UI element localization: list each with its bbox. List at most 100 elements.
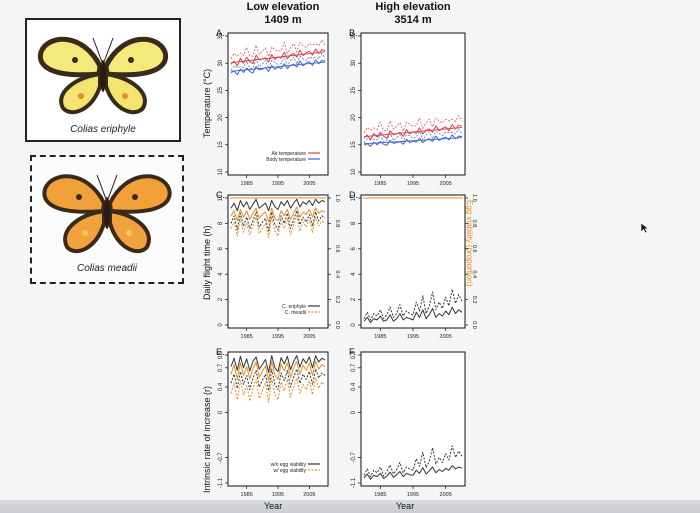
panel-f-ytick-label-4: 0.7: [351, 363, 357, 372]
panel-a-ytick-label-5: 35: [218, 32, 224, 39]
panel-e-series-3: [230, 377, 326, 403]
column-title-high: High elevation: [375, 1, 451, 13]
panel-d-xtick-label-0: 1985: [374, 334, 386, 340]
panel-d-y2tick-label-3: 0.6: [471, 245, 477, 253]
panel-c-ytick-label-3: 6: [218, 246, 224, 250]
panel-d-ytick-label-3: 6: [351, 246, 357, 250]
panel-c-ytick-label-1: 2: [218, 297, 224, 301]
butterfly-box-eriphyle: Colias eriphyle: [25, 18, 181, 142]
xlabel-high: Year: [396, 501, 415, 511]
panel-d-xtick-label-1: 1995: [407, 334, 419, 340]
panel-d-y2tick-label-1: 0.2: [471, 296, 477, 304]
mouse-cursor-icon: [640, 222, 650, 234]
panel-c-legend-label-1: C. meadii: [285, 310, 306, 316]
panel-b-frame: [360, 32, 466, 176]
panel-d-y2tick-label-0: 0.0: [471, 321, 477, 329]
panel-f-frame: [360, 351, 466, 487]
panel-d-series-1: [363, 288, 463, 321]
panel-f-letter: F.: [349, 347, 356, 357]
species-label-eriphyle: Colias eriphyle: [70, 124, 136, 135]
panel-e-legend-label-1: w/ egg viability: [273, 468, 306, 474]
panel-b-ytick-label-4: 30: [351, 59, 357, 66]
panel-c-xtick-label-1: 1995: [272, 334, 284, 340]
panel-a-ytick-label-1: 15: [218, 141, 224, 148]
panel-f-series-0: [363, 465, 463, 480]
panel-b-xtick-label-2: 2005: [440, 181, 452, 187]
species-label-meadii: Colias meadii: [76, 263, 138, 274]
panel-a-xtick-label-1: 1995: [272, 181, 284, 187]
panel-b-xtick-label-0: 1985: [374, 181, 386, 187]
panel-a-legend-label-0: Air temperature: [272, 151, 307, 157]
butterfly-box-meadii: Colias meadii: [30, 155, 184, 284]
panel-c-ytick-label-0: 0: [218, 323, 224, 327]
panel-c-y2tick-label-5: 1.0: [334, 194, 340, 202]
panel-e-series-1: [230, 360, 326, 382]
panel-e-ytick-label-2: 0: [218, 410, 224, 414]
panel-a-xtick-label-0: 1985: [241, 181, 253, 187]
panel-f-xtick-label-2: 2005: [440, 492, 452, 498]
panel-e-ytick-label-1: -0.7: [218, 452, 224, 463]
column-header-low: Low elevation 1409 m: [228, 1, 338, 27]
panel-a-ytick-label-4: 30: [218, 59, 224, 66]
panel-b-xtick-label-1: 1995: [407, 181, 419, 187]
panel-a-trend-1: [230, 61, 326, 72]
panel-d-y2tick-label-5: 1.0: [471, 194, 477, 202]
column-subtitle-low: 1409 m: [264, 14, 302, 26]
panel-e-ytick-label-4: 0.7: [218, 363, 224, 372]
column-subtitle-high: 3514 m: [394, 14, 432, 26]
panel-b-ytick-label-5: 35: [351, 32, 357, 39]
panel-e-ytick-label-3: 0.4: [218, 382, 224, 391]
butterfly-meadii-image: [42, 174, 172, 254]
panel-f-ytick-label-5: 0.9: [351, 350, 357, 359]
panel-c-xtick-label-0: 1985: [241, 334, 253, 340]
panel-a-ytick-label-2: 20: [218, 114, 224, 121]
panel-a-ytick-label-0: 10: [218, 168, 224, 175]
panel-f-series-1: [363, 445, 463, 478]
panel-e-legend-label-0: w/o egg viability: [271, 462, 307, 468]
panel-d-ytick-label-1: 2: [351, 297, 357, 301]
panel-f-ytick-label-0: -1.1: [351, 477, 357, 488]
butterfly-eriphyle-image: [37, 36, 169, 115]
panel-c-y2tick-label-0: 0.0: [334, 321, 340, 329]
panel-e-xtick-label-2: 2005: [303, 492, 315, 498]
panel-e-series-2: [230, 368, 326, 392]
panel-a-series-0: [230, 48, 326, 67]
panel-a-xtick-label-2: 2005: [303, 181, 315, 187]
sheet-bottom-edge: [0, 500, 700, 513]
panel-e-xtick-label-0: 1985: [241, 492, 253, 498]
panel-f-ytick-label-2: 0: [351, 410, 357, 414]
panel-c-series-2: [230, 210, 326, 232]
panel-d-ytick-label-2: 4: [351, 272, 357, 276]
panel-b-series-1-dashed: [363, 128, 463, 143]
panel-d-ytick-label-4: 8: [351, 221, 357, 225]
panel-c-xtick-label-2: 2005: [303, 334, 315, 340]
panel-c-ytick-label-5: 10: [218, 194, 224, 201]
panel-c-series-3: [230, 215, 326, 238]
panel-a-series-1-dashed: [230, 52, 326, 71]
panel-c-series-1: [230, 206, 326, 223]
panel-c-y2tick-label-2: 0.4: [334, 270, 340, 278]
panel-b-trend-1: [363, 137, 463, 145]
panel-c-series-0: [230, 198, 326, 212]
panel-c-y2tick-label-3: 0.6: [334, 245, 340, 253]
panel-e-series-0: [230, 355, 326, 373]
panel-d-frame: [360, 194, 466, 329]
panel-c-y2tick-label-4: 0.8: [334, 220, 340, 228]
panel-f-ytick-label-3: 0.4: [351, 382, 357, 391]
panel-b-ytick-label-2: 20: [351, 114, 357, 121]
panel-e-xtick-label-1: 1995: [272, 492, 284, 498]
panel-b-series-0-dashed: [363, 114, 463, 134]
column-title-low: Low elevation: [246, 1, 320, 13]
panel-d-series-0: [363, 306, 463, 323]
panel-d-ytick-label-5: 10: [351, 194, 357, 201]
panel-b-ytick-label-0: 10: [351, 168, 357, 175]
panel-c-ytick-label-2: 4: [218, 272, 224, 276]
panel-e-letter: E.: [216, 347, 225, 357]
panel-d-ytick-label-0: 0: [351, 323, 357, 327]
panel-e-ytick-label-5: 0.9: [218, 350, 224, 359]
panel-d-y2tick-label-4: 0.8: [471, 220, 477, 228]
panel-b-letter: B.: [349, 28, 358, 38]
panel-f-ytick-label-1: -0.7: [351, 452, 357, 463]
panel-d-y2tick-label-2: 0.4: [471, 270, 477, 278]
